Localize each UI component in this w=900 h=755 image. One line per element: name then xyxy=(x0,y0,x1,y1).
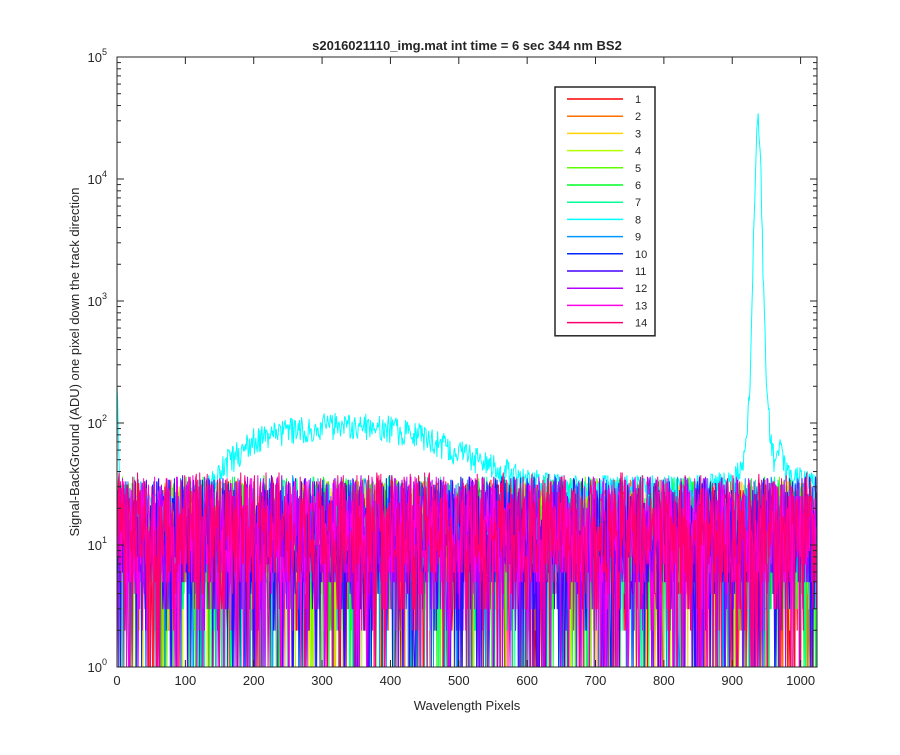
y-tick-exponent: 1 xyxy=(102,535,107,545)
axis-layer: 0 100 200 300 400 500 600 700 800 900 100010010110… xyxy=(88,47,817,688)
x-tick-label: 500 xyxy=(448,673,470,688)
plot-box xyxy=(116,56,818,668)
legend-label-1: 1 xyxy=(635,94,641,106)
legend-label-9: 9 xyxy=(635,232,641,244)
y-tick-label: 101 xyxy=(88,535,107,553)
chart-title: s2016021110_img.mat int time = 6 sec 344… xyxy=(312,38,622,53)
x-axis-label: Wavelength Pixels xyxy=(414,698,521,713)
legend-label-11: 11 xyxy=(635,266,646,278)
y-tick-exponent: 3 xyxy=(102,291,107,301)
y-tick-exponent: 2 xyxy=(102,413,107,423)
legend-label-6: 6 xyxy=(635,180,641,192)
series-layer xyxy=(116,113,817,668)
y-tick-base: 10 xyxy=(88,416,102,431)
y-tick-exponent: 5 xyxy=(102,47,107,57)
legend-box xyxy=(554,86,656,337)
y-tick-label: 104 xyxy=(88,169,107,187)
x-tick-label: 1000 xyxy=(786,673,815,688)
x-tick-label: 700 xyxy=(585,673,607,688)
y-tick-label: 102 xyxy=(88,413,107,431)
x-tick-label: 100 xyxy=(175,673,197,688)
series-14-line xyxy=(116,472,817,668)
y-tick-base: 10 xyxy=(88,50,102,65)
y-tick-label: 103 xyxy=(88,291,107,309)
legend-label-2: 2 xyxy=(635,111,641,123)
legend-label-7: 7 xyxy=(635,197,641,209)
x-tick-label: 600 xyxy=(516,673,538,688)
x-tick-label: 200 xyxy=(243,673,265,688)
y-tick-label: 105 xyxy=(88,47,107,65)
legend-label-12: 12 xyxy=(635,283,647,295)
x-tick-label: 300 xyxy=(311,673,333,688)
legend-label-8: 8 xyxy=(635,214,641,226)
y-tick-exponent: 4 xyxy=(102,169,107,179)
y-axis-label: Signal-BackGround (ADU) one pixel down t… xyxy=(67,187,82,536)
x-tick-label: 900 xyxy=(721,673,743,688)
y-tick-base: 10 xyxy=(88,172,102,187)
y-tick-label: 100 xyxy=(88,657,107,675)
y-tick-base: 10 xyxy=(88,294,102,309)
legend-label-3: 3 xyxy=(635,128,641,140)
x-tick-label: 800 xyxy=(653,673,675,688)
legend-label-5: 5 xyxy=(635,163,641,175)
legend-label-4: 4 xyxy=(635,146,641,158)
legend-label-13: 13 xyxy=(635,300,647,312)
y-tick-base: 10 xyxy=(88,660,102,675)
legend-label-10: 10 xyxy=(635,249,647,261)
x-tick-label: 400 xyxy=(380,673,402,688)
y-tick-base: 10 xyxy=(88,538,102,553)
y-tick-exponent: 0 xyxy=(102,657,107,667)
legend-label-14: 14 xyxy=(635,318,647,330)
x-tick-label: 0 xyxy=(113,673,120,688)
